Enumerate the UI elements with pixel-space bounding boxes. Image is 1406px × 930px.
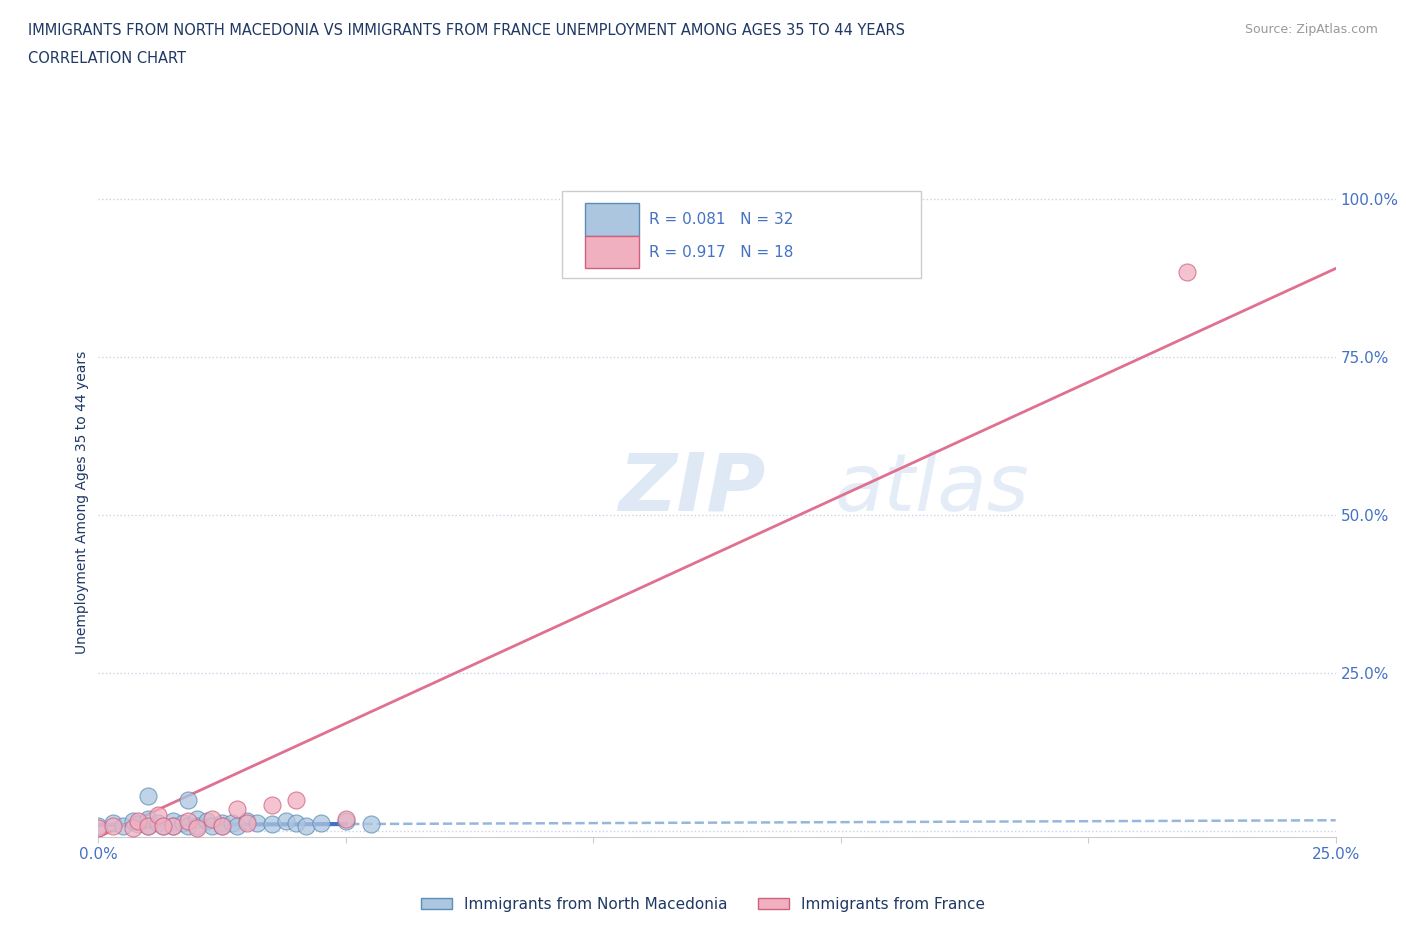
FancyBboxPatch shape (562, 191, 921, 278)
Point (335, 812, 357, 827)
Point (103, 816, 125, 830)
Point (201, 818, 224, 833)
Point (87, 818, 110, 833)
Point (103, 818, 125, 833)
Point (201, 812, 224, 827)
Point (186, 818, 208, 833)
Text: atlas: atlas (835, 450, 1029, 528)
Point (211, 818, 233, 833)
Point (127, 817, 149, 831)
Point (127, 814, 149, 829)
Point (162, 818, 184, 833)
FancyBboxPatch shape (585, 235, 640, 269)
Point (146, 807, 169, 822)
Point (260, 817, 283, 831)
Point (276, 814, 298, 829)
Point (136, 818, 159, 833)
Text: ZIP: ZIP (619, 450, 765, 528)
Point (226, 801, 249, 816)
Text: R = 0.081   N = 32: R = 0.081 N = 32 (650, 212, 793, 228)
Point (195, 814, 218, 829)
Point (176, 814, 198, 829)
Point (136, 818, 159, 833)
FancyBboxPatch shape (585, 204, 640, 236)
Point (246, 816, 269, 830)
Legend: Immigrants from North Macedonia, Immigrants from France: Immigrants from North Macedonia, Immigra… (415, 891, 991, 918)
Point (136, 789, 159, 804)
Point (186, 820, 208, 835)
Point (295, 818, 318, 833)
Point (152, 818, 174, 833)
Point (122, 820, 145, 835)
Point (186, 812, 208, 827)
Point (176, 818, 198, 833)
Point (309, 816, 332, 830)
Point (87, 820, 110, 835)
Point (236, 814, 259, 829)
Text: CORRELATION CHART: CORRELATION CHART (28, 51, 186, 66)
Point (122, 814, 145, 829)
Point (136, 812, 159, 827)
Text: Source: ZipAtlas.com: Source: ZipAtlas.com (1244, 23, 1378, 36)
Point (146, 816, 169, 830)
Point (152, 818, 174, 833)
Point (360, 817, 382, 831)
Point (176, 793, 198, 808)
Text: IMMIGRANTS FROM NORTH MACEDONIA VS IMMIGRANTS FROM FRANCE UNEMPLOYMENT AMONG AGE: IMMIGRANTS FROM NORTH MACEDONIA VS IMMIG… (28, 23, 905, 38)
Point (221, 816, 243, 830)
Point (335, 814, 357, 829)
Point (211, 816, 233, 830)
Point (236, 816, 259, 830)
Point (162, 814, 184, 829)
Point (162, 818, 184, 833)
Point (285, 816, 308, 830)
Point (285, 793, 308, 808)
Point (1175, 264, 1198, 279)
Y-axis label: Unemployment Among Ages 35 to 44 years: Unemployment Among Ages 35 to 44 years (76, 351, 90, 654)
Point (260, 798, 283, 813)
Text: R = 0.917   N = 18: R = 0.917 N = 18 (650, 245, 793, 259)
Point (172, 816, 194, 830)
Point (226, 818, 249, 833)
Point (211, 818, 233, 833)
Point (112, 818, 135, 833)
